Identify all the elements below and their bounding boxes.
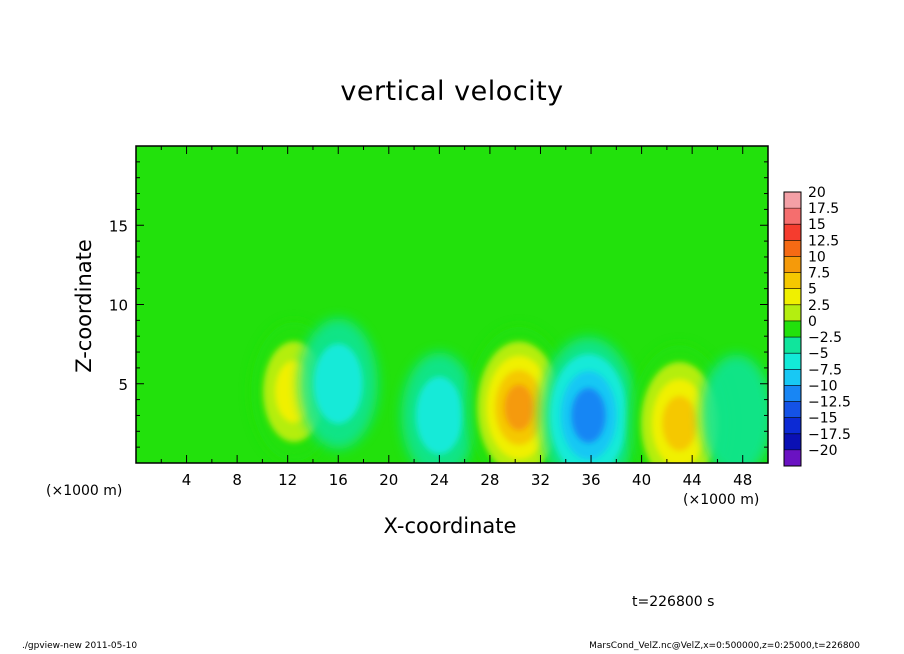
colorbar-label: 15 <box>808 217 826 233</box>
colorbar-label: 0 <box>808 314 817 330</box>
downdraft-cell <box>700 354 768 463</box>
colorbar-label: −17.5 <box>808 427 851 443</box>
colorbar-swatch <box>784 417 801 435</box>
x-unit-label-left: (×1000 m) <box>46 483 123 499</box>
colorbar-label: −20 <box>808 443 838 459</box>
x-tick-label: 20 <box>379 471 398 489</box>
colorbar-swatch <box>784 272 801 290</box>
x-tick-label: 48 <box>733 471 752 489</box>
x-axis: 4 8 12 16 20 24 28 32 36 40 44 48 <box>160 146 752 489</box>
colorbar-swatch <box>784 353 801 370</box>
colorbar-label: 5 <box>808 282 817 298</box>
colorbar-swatch <box>784 208 801 225</box>
colorbar-swatch <box>784 304 801 322</box>
colorbar-swatch <box>784 385 801 402</box>
colorbar-label: −12.5 <box>808 395 851 411</box>
colorbar-label: 17.5 <box>808 201 839 217</box>
colorbar-swatch <box>784 337 801 354</box>
colorbar-label: −5 <box>808 346 829 362</box>
colorbar-label: −7.5 <box>808 362 842 378</box>
x-tick-label: 32 <box>531 471 550 489</box>
x-axis-label: X-coordinate <box>383 514 517 538</box>
velocity-field <box>136 146 768 463</box>
colorbar-label: −15 <box>808 411 838 427</box>
x-tick-label: 24 <box>430 471 449 489</box>
colorbar-label: 20 <box>808 185 826 201</box>
chart-title: vertical velocity <box>340 76 564 107</box>
x-tick-label: 44 <box>683 471 702 489</box>
x-tick-label: 4 <box>182 471 192 489</box>
footer-program-date: ./gpview-new 2011-05-10 <box>22 641 138 651</box>
footer-file-info: MarsCond_VelZ.nc@VelZ,x=0:500000,z=0:250… <box>589 641 860 651</box>
colorbar-swatch <box>784 240 801 257</box>
colorbar-swatch <box>784 433 801 451</box>
colorbar-swatch <box>784 320 801 338</box>
y-axis-label: Z-coordinate <box>72 239 96 373</box>
colorbar: 2017.51512.5107.552.50−2.5−5−7.5−10−12.5… <box>783 185 851 467</box>
x-tick-label: 12 <box>278 471 297 489</box>
y-tick-label: 10 <box>109 297 128 315</box>
colorbar-label: 7.5 <box>808 266 830 282</box>
downdraft-cell <box>298 318 378 449</box>
y-tick-label: 5 <box>118 376 128 394</box>
colorbar-swatch <box>784 288 801 306</box>
x-tick-label: 28 <box>480 471 499 489</box>
y-axis: 5 10 15 <box>109 161 768 448</box>
colorbar-swatch <box>784 224 801 241</box>
colorbar-swatch <box>784 401 801 418</box>
colorbar-swatch <box>784 449 801 467</box>
colorbar-label: 2.5 <box>808 298 830 314</box>
y-tick-label: 15 <box>109 217 128 235</box>
colorbar-swatch <box>784 256 801 273</box>
colorbar-swatch <box>784 369 801 386</box>
x-tick-label: 16 <box>329 471 348 489</box>
downdraft-cell <box>539 337 638 463</box>
x-tick-label: 8 <box>232 471 242 489</box>
colorbar-swatch <box>784 192 801 209</box>
x-unit-label-right: (×1000 m) <box>683 492 760 508</box>
colorbar-label: −2.5 <box>808 330 842 346</box>
colorbar-label: 10 <box>808 250 826 266</box>
time-label: t=226800 s <box>632 594 715 610</box>
colorbar-label: −10 <box>808 378 838 394</box>
x-tick-label: 36 <box>581 471 600 489</box>
downdraft-cell <box>401 352 478 463</box>
x-tick-label: 40 <box>632 471 651 489</box>
colorbar-label: 12.5 <box>808 233 839 249</box>
